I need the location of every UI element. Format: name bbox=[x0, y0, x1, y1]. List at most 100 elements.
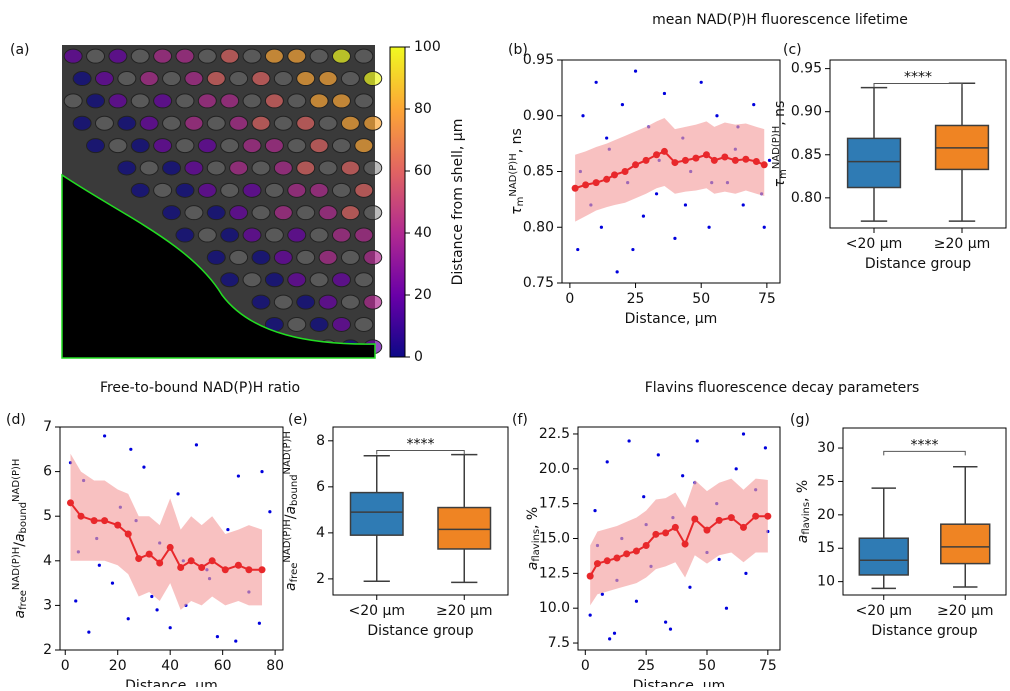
point bbox=[605, 136, 609, 140]
mean-point bbox=[593, 560, 601, 568]
point bbox=[695, 439, 699, 443]
y-axis-label-part: , ns bbox=[509, 128, 525, 153]
panel-label: (b) bbox=[508, 42, 528, 58]
point bbox=[717, 557, 721, 562]
x-tick-label: <20 μm bbox=[348, 603, 405, 619]
y-tick-label: 15.0 bbox=[539, 531, 570, 547]
cell bbox=[354, 138, 374, 154]
point bbox=[668, 627, 673, 631]
cell bbox=[296, 249, 316, 265]
cell bbox=[287, 93, 307, 109]
cell bbox=[242, 182, 262, 198]
cell bbox=[162, 160, 182, 176]
point bbox=[673, 236, 677, 240]
mean-point bbox=[245, 566, 253, 574]
cell bbox=[340, 249, 360, 265]
y-tick-label: 0.80 bbox=[791, 190, 822, 206]
axes-frame bbox=[332, 426, 509, 596]
cell bbox=[309, 272, 329, 288]
mean-point bbox=[681, 540, 689, 548]
cell bbox=[220, 93, 240, 109]
cell bbox=[72, 115, 92, 131]
plot-area bbox=[571, 69, 772, 274]
cell bbox=[175, 227, 195, 243]
cell bbox=[108, 93, 128, 109]
mean-point bbox=[613, 554, 621, 562]
cell bbox=[331, 93, 351, 109]
y-axis-label-part: bound bbox=[289, 474, 300, 506]
panel-label: (e) bbox=[288, 412, 308, 428]
point bbox=[642, 495, 646, 499]
x-tick-label: 75 bbox=[758, 291, 776, 307]
cell bbox=[251, 71, 271, 87]
point bbox=[594, 80, 598, 84]
mean-point bbox=[603, 557, 611, 565]
y-tick-label: 2 bbox=[43, 642, 52, 658]
mean-point bbox=[571, 184, 579, 192]
cell bbox=[242, 138, 262, 154]
cell bbox=[340, 160, 360, 176]
significance-label: **** bbox=[407, 437, 435, 453]
x-axis-label: Distance, μm bbox=[625, 311, 718, 327]
mean-point bbox=[715, 516, 723, 524]
cell bbox=[242, 48, 262, 64]
cell bbox=[354, 48, 374, 64]
cell bbox=[318, 249, 338, 265]
point bbox=[767, 158, 772, 162]
colorbar bbox=[389, 46, 406, 358]
mean-point bbox=[691, 515, 699, 523]
mean-point bbox=[586, 572, 594, 580]
mean-point bbox=[764, 512, 772, 520]
box bbox=[846, 137, 902, 189]
y-axis-label-part: a bbox=[12, 533, 28, 542]
x-tick-label: 50 bbox=[692, 291, 710, 307]
cell bbox=[130, 48, 150, 64]
mean-point bbox=[177, 563, 185, 571]
cell bbox=[287, 48, 307, 64]
mean-point bbox=[621, 168, 629, 175]
point bbox=[236, 474, 240, 478]
cell bbox=[296, 160, 316, 176]
colorbar-tick-label: 20 bbox=[414, 287, 432, 303]
point bbox=[681, 474, 685, 478]
y-axis-label-part: NAD(P)H bbox=[11, 547, 22, 590]
cell bbox=[273, 249, 293, 265]
point bbox=[741, 432, 746, 436]
cell bbox=[331, 48, 351, 64]
cell bbox=[354, 227, 374, 243]
mean-point bbox=[187, 557, 195, 565]
x-tick-label: 0 bbox=[61, 658, 70, 674]
cell bbox=[264, 182, 284, 198]
chart-title: mean NAD(P)H fluorescence lifetime bbox=[652, 12, 908, 28]
point bbox=[593, 509, 597, 513]
cell bbox=[130, 182, 150, 198]
cell bbox=[108, 138, 128, 154]
point bbox=[605, 460, 609, 464]
cell bbox=[117, 160, 137, 176]
y-axis-label-part: a bbox=[525, 562, 541, 571]
axes-frame bbox=[59, 426, 284, 651]
point bbox=[176, 492, 180, 496]
y-tick-label: 0.80 bbox=[523, 219, 554, 235]
point bbox=[633, 69, 638, 73]
cell bbox=[309, 316, 329, 332]
point bbox=[763, 446, 767, 450]
point bbox=[599, 225, 603, 229]
point bbox=[634, 599, 639, 603]
y-axis-label-part: a bbox=[283, 506, 299, 515]
mean-point bbox=[742, 155, 750, 163]
cell bbox=[86, 93, 106, 109]
cell bbox=[220, 182, 240, 198]
y-axis-label-part: a bbox=[795, 535, 811, 544]
y-axis-label-part: , % bbox=[795, 480, 811, 502]
band bbox=[590, 478, 768, 606]
cell bbox=[331, 138, 351, 154]
y-axis-label-part: bound bbox=[18, 502, 29, 534]
point bbox=[129, 447, 133, 451]
plot-area bbox=[586, 432, 772, 641]
cell bbox=[175, 182, 195, 198]
cell bbox=[264, 48, 284, 64]
cell bbox=[229, 160, 249, 176]
cell bbox=[331, 272, 351, 288]
